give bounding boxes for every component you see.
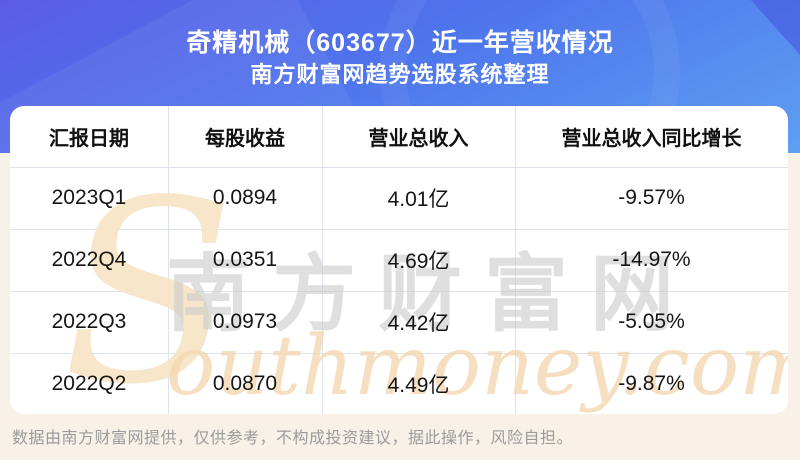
table-cell-period: 2023Q1	[51, 186, 127, 209]
page-title: 奇精机械（603677）近一年营收情况	[186, 29, 614, 57]
column-divider	[515, 106, 516, 414]
table-cell-period: 2022Q3	[51, 310, 127, 333]
table-cell-growth: -9.57%	[618, 186, 685, 209]
revenue-table: 汇报日期 每股收益 营业总收入 营业总收入同比增长 2023Q1 0.0894 …	[10, 106, 788, 414]
table-cell-period: 2022Q4	[51, 248, 127, 271]
disclaimer-text: 数据由南方财富网提供，仅供参考，不构成投资建议，据此操作，风险自担。	[12, 430, 574, 447]
table-cell-revenue: 4.69亿	[387, 250, 450, 273]
watermark-southmoney: outhmoney.com	[166, 319, 788, 414]
table-cell-revenue: 4.42亿	[387, 312, 450, 335]
column-header-report-date: 汇报日期	[49, 128, 129, 150]
column-divider	[168, 106, 169, 414]
column-divider	[322, 106, 323, 414]
table-cell-growth: -14.97%	[612, 248, 691, 271]
row-divider	[10, 291, 788, 292]
table-cell-eps: 0.0973	[212, 310, 278, 333]
row-divider	[10, 353, 788, 354]
table-cell-revenue: 4.01亿	[387, 188, 450, 211]
table-cell-growth: -5.05%	[618, 310, 685, 333]
column-header-eps: 每股收益	[205, 128, 285, 150]
column-header-yoy-growth: 营业总收入同比增长	[561, 128, 742, 150]
table-cell-period: 2022Q2	[51, 371, 127, 395]
data-table-card: S 南方财富网 outhmoney.com 汇报日期 每股收益 营业总收入 营业…	[10, 106, 788, 414]
watermark-chinese: 南方财富网	[166, 247, 697, 341]
row-divider	[10, 167, 788, 168]
page-subtitle: 南方财富网趋势选股系统整理	[250, 62, 550, 87]
table-cell-growth: -9.87%	[618, 371, 685, 395]
watermark-s-initial: S	[62, 147, 235, 415]
column-header-total-revenue: 营业总收入	[368, 128, 469, 150]
table-cell-eps: 0.0870	[212, 371, 278, 395]
table-cell-eps: 0.0351	[212, 248, 278, 271]
row-divider	[10, 229, 788, 230]
table-cell-revenue: 4.49亿	[387, 373, 450, 397]
table-cell-eps: 0.0894	[212, 186, 278, 209]
